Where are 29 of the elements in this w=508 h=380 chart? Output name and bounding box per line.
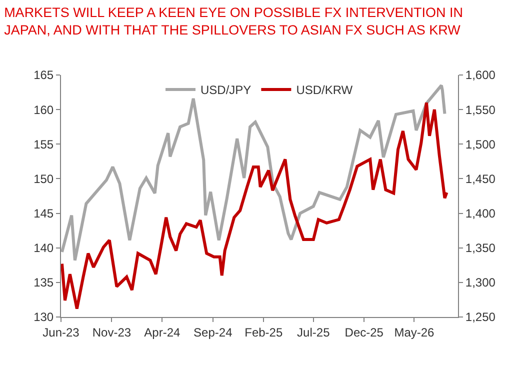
x-tick-label: Sep-24 — [194, 325, 233, 340]
x-tick-label: May-26 — [394, 325, 435, 340]
y2-tick-label: 1,250 — [465, 310, 496, 324]
legend-label: USD/KRW — [296, 83, 354, 98]
line-series — [61, 101, 448, 310]
x-tick-label: Apr-24 — [144, 325, 180, 340]
legend-label: USD/JPY — [200, 83, 252, 98]
y2-tick-label: 1,300 — [465, 276, 496, 290]
y-tick-label: 130 — [34, 310, 54, 324]
x-tick-label: Nov-23 — [92, 325, 132, 340]
y2-tick-label: 1,450 — [465, 172, 496, 186]
y-tick-label: 155 — [34, 137, 54, 152]
x-tick-label: Jun-23 — [42, 325, 80, 340]
y-tick-label: 140 — [34, 241, 54, 256]
y2-tick-label: 1,550 — [465, 102, 496, 117]
y2-tick-label: 1,600 — [465, 68, 496, 82]
x-tick-label: Feb-25 — [244, 325, 283, 340]
y-tick-label: 165 — [34, 68, 54, 82]
y2-tick-label: 1,350 — [465, 241, 496, 256]
x-tick-label: Dec-25 — [344, 325, 384, 340]
chart-title: MARKETS WILL KEEP A KEEN EYE ON POSSIBLE FX INTERVENTION IN JAPAN, AND WITH THAT THE SPILLOVERS TO ASIAN FX SUCH AS KRW — [4, 5, 463, 38]
x-tick-label: Jul-25 — [297, 325, 330, 340]
y-tick-label: 160 — [34, 102, 54, 117]
y2-tick-label: 1,400 — [465, 206, 496, 220]
y-tick-label: 145 — [34, 206, 54, 220]
y-tick-label: 135 — [34, 276, 54, 290]
y2-tick-label: 1,500 — [465, 137, 496, 152]
y-tick-label: 150 — [34, 172, 54, 186]
line-series — [61, 84, 446, 262]
